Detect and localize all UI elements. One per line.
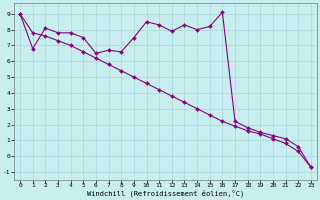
X-axis label: Windchill (Refroidissement éolien,°C): Windchill (Refroidissement éolien,°C) xyxy=(87,190,244,197)
